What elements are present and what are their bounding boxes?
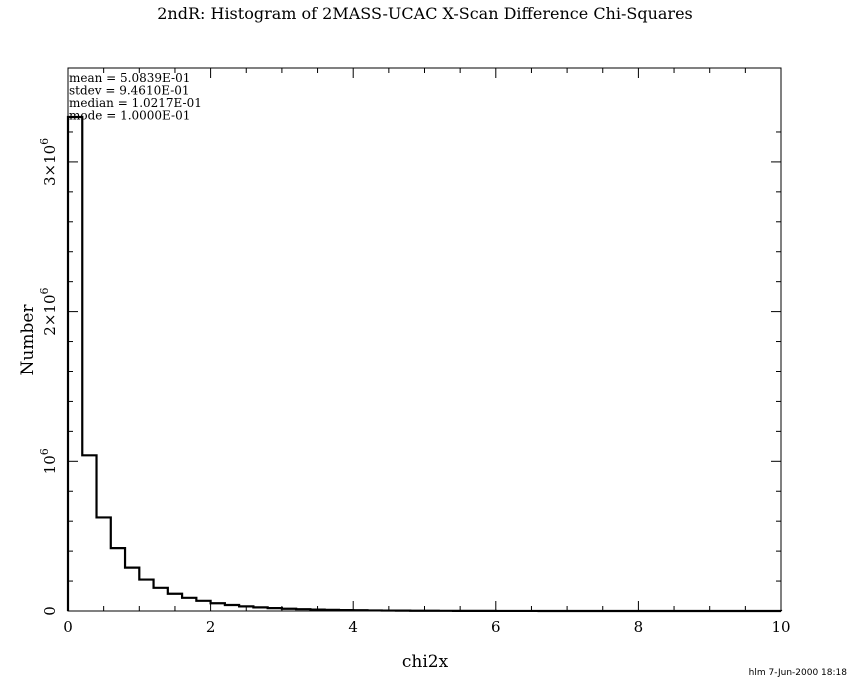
x-tick-label: 0: [63, 618, 73, 636]
histogram-series: [66, 115, 783, 613]
x-tick-label: 2: [206, 618, 216, 636]
histogram-bin: [253, 607, 267, 611]
histogram-bin: [111, 548, 125, 611]
x-tick-label: 8: [634, 618, 644, 636]
histogram-bin: [239, 606, 253, 611]
histogram-bin: [97, 517, 111, 611]
y-tick-label: 106: [38, 448, 59, 474]
stats-annotation: median = 1.0217E-01: [69, 96, 202, 110]
histogram-bin: [139, 580, 153, 611]
x-axis-label: chi2x: [402, 652, 449, 672]
y-tick-label: 0: [41, 606, 59, 616]
footer-timestamp: hlm 7-Jun-2000 18:18: [749, 668, 848, 678]
y-tick-label: 2×106: [38, 288, 59, 336]
plot-area: 0 2 4 6 8 10 0 106 2×106 3×106 mean = 5.0839E-01st…: [38, 67, 791, 636]
histogram-bin: [68, 117, 82, 611]
histogram-bin: [168, 594, 182, 611]
histogram-bin: [154, 588, 168, 611]
histogram-bin: [353, 610, 367, 611]
histogram-bin: [211, 603, 225, 611]
histogram-bin: [325, 610, 339, 611]
histogram-bin: [196, 601, 210, 611]
stats-annotation: stdev = 9.4610E-01: [69, 84, 190, 98]
stats-annotation: mode = 1.0000E-01: [69, 109, 190, 123]
histogram-bin: [339, 610, 353, 611]
plot-frame: [67, 67, 782, 612]
y-axis-label: Number: [18, 304, 38, 376]
histogram-bin: [82, 455, 96, 611]
x-tick-label: 4: [348, 618, 358, 636]
histogram-bin: [182, 598, 196, 611]
y-tick-label: 3×106: [38, 138, 59, 186]
histogram-bin: [310, 610, 324, 611]
histogram-bin: [268, 608, 282, 611]
chart-title: 2ndR: Histogram of 2MASS-UCAC X-Scan Dif…: [157, 4, 693, 23]
histogram-bin: [367, 610, 381, 611]
x-tick-label: 6: [491, 618, 501, 636]
histogram-bin: [125, 568, 139, 611]
histogram-bin: [225, 605, 239, 611]
stats-annotation: mean = 5.0839E-01: [69, 71, 190, 85]
x-tick-label: 10: [771, 618, 790, 636]
histogram-bin: [282, 609, 296, 611]
histogram-bin: [296, 609, 310, 611]
